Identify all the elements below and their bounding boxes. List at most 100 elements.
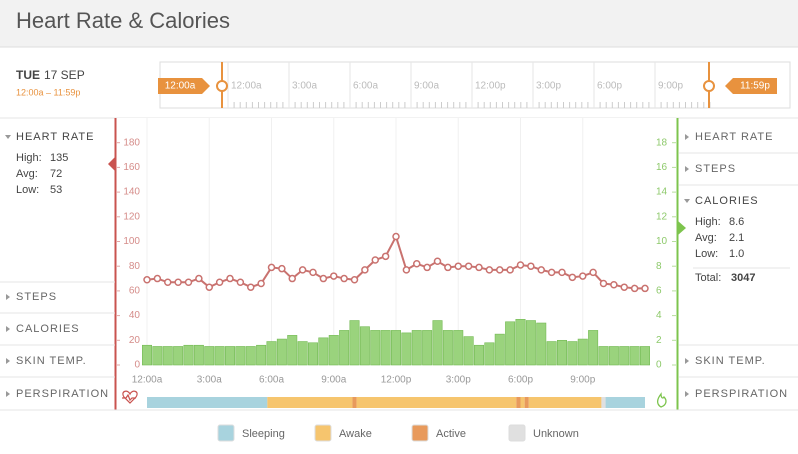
heart-rate-point [205, 283, 213, 291]
stat-value: 2.1 [729, 232, 744, 244]
section-title[interactable]: STEPS [695, 163, 736, 175]
stat-label: Avg: [695, 232, 717, 244]
heart-rate-point [475, 263, 483, 272]
heart-rate-point [361, 266, 369, 274]
section-arrow [6, 294, 10, 300]
activity-segment [605, 397, 645, 408]
heart-rate-point [589, 268, 597, 277]
heart-rate-point [153, 274, 162, 283]
calorie-bar [401, 332, 412, 366]
heart-rate-point [454, 262, 462, 270]
calorie-bar [536, 322, 547, 366]
section-arrow [684, 199, 690, 203]
heart-rate-point [433, 257, 442, 266]
date: 17 SEP [44, 68, 85, 82]
calorie-bar [640, 346, 650, 366]
calorie-bar [328, 335, 339, 366]
section-title[interactable]: PERSPIRATION [16, 388, 109, 400]
calorie-bar [266, 341, 277, 366]
calorie-bar [287, 335, 298, 366]
legend-label: Unknown [533, 428, 579, 440]
stat-value: 135 [50, 152, 68, 164]
heart-rate-point [485, 266, 494, 274]
calorie-bar [619, 346, 630, 366]
calorie-bar [297, 341, 308, 366]
timeline-label: 12:00a [231, 81, 262, 92]
timeline-handle[interactable] [703, 80, 715, 92]
section-arrow [6, 391, 10, 397]
heart-rate-point [413, 259, 421, 268]
heart-rate-point [298, 266, 307, 274]
x-tick-label: 9:00a [321, 375, 346, 386]
heart-rate-point [630, 284, 639, 293]
section-title[interactable]: STEPS [16, 291, 57, 303]
timeline-label: 6:00a [353, 81, 378, 92]
section-title[interactable]: CALORIES [16, 323, 80, 335]
section-arrow [5, 135, 11, 139]
total-value: 3047 [731, 272, 755, 284]
heart-rate-point [226, 274, 234, 283]
section-title[interactable]: HEART RATE [16, 131, 94, 143]
activity-segment [528, 397, 602, 408]
calorie-bar [193, 344, 204, 366]
section-title[interactable]: SKIN TEMP. [16, 355, 87, 367]
heart-rate-point [195, 274, 203, 283]
activity-segment [352, 397, 357, 408]
x-tick-label: 3:00a [197, 375, 222, 386]
y2-tick-label: 0 [656, 360, 662, 371]
section-title[interactable]: HEART RATE [695, 131, 773, 143]
activity-segment [520, 397, 525, 408]
day: TUE [16, 68, 40, 82]
legend-label: Sleeping [242, 428, 285, 440]
section-title[interactable]: SKIN TEMP. [695, 355, 766, 367]
stat-value: 72 [50, 168, 62, 180]
y2-tick-label: 12 [656, 211, 668, 222]
calorie-bar [276, 338, 287, 366]
heart-rate-point [599, 279, 608, 288]
timeline-handle[interactable] [216, 80, 228, 92]
calorie-bar [442, 330, 453, 366]
calorie-bar [183, 344, 194, 366]
y-tick-label: 20 [129, 335, 141, 346]
calorie-bar [256, 344, 267, 366]
heart-rate-point [527, 262, 535, 270]
timeline-label: 6:00p [597, 81, 622, 92]
timeline-handle-tag[interactable] [725, 78, 777, 94]
x-tick-label: 6:00a [259, 375, 284, 386]
x-tick-label: 12:00a [132, 375, 163, 386]
heart-icon [122, 390, 138, 404]
stat-label: Avg: [16, 168, 38, 180]
section-title[interactable]: PERSPIRATION [695, 388, 788, 400]
heart-rate-point [319, 274, 328, 283]
stat-value: 8.6 [729, 216, 744, 228]
stat-value: 53 [50, 184, 62, 196]
calorie-bar [525, 320, 536, 366]
y2-tick-label: 14 [656, 187, 668, 198]
calorie-bar [359, 326, 370, 366]
timeline-handle-tag[interactable] [158, 78, 210, 94]
timeline-label: 3:00p [536, 81, 561, 92]
heart-rate-point [278, 264, 286, 273]
calorie-bar [567, 341, 578, 366]
timeline-label: 3:00a [292, 81, 317, 92]
calorie-bar [204, 346, 215, 366]
y-tick-label: 40 [129, 310, 141, 321]
heart-rate-point [288, 274, 296, 283]
calorie-bar [505, 321, 516, 366]
calorie-bar [235, 346, 246, 366]
calorie-bar [598, 346, 609, 366]
heart-rate-point [423, 263, 431, 272]
calorie-bar [370, 330, 381, 366]
heart-rate-point [516, 261, 525, 269]
heart-rate-point [267, 263, 276, 272]
total-label: Total: [695, 272, 721, 284]
calorie-bar [214, 346, 225, 366]
section-title[interactable]: CALORIES [695, 195, 759, 207]
calorie-bar [432, 320, 443, 366]
calorie-bar [245, 346, 256, 366]
heart-rate-point [381, 252, 390, 261]
time-range: 12:00a – 11:59p [16, 87, 80, 97]
calorie-bar [308, 342, 318, 366]
heart-rate-point [330, 272, 338, 280]
